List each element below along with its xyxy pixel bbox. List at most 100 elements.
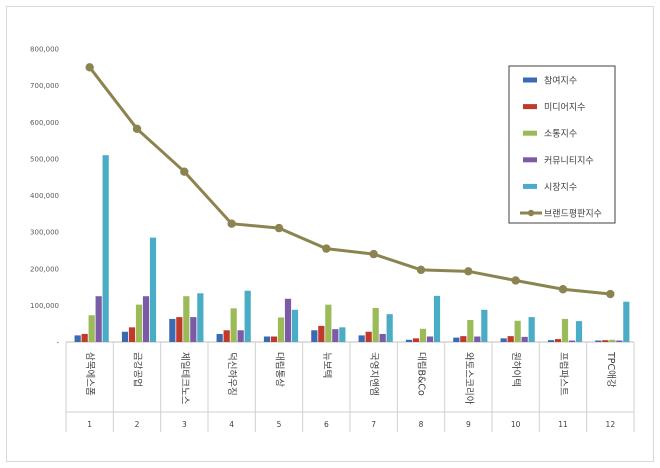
bar-2-7 [365,331,372,342]
bar-2-11 [554,339,562,342]
line-point-8 [416,265,426,275]
rank-label-7: 7 [371,420,376,429]
bar-1-8 [405,339,413,342]
y-tick-label: 700,000 [30,82,59,90]
bar-1-12 [595,340,602,342]
rank-label-12: 12 [606,420,616,429]
bar-2-5 [270,336,278,342]
bar-1-2 [121,331,129,342]
category-label-7: 국영지앤엠 [368,352,380,396]
y-tick-label: 400,000 [30,192,59,200]
line-point-10 [511,276,520,285]
legend-swatch-2 [523,104,537,110]
bar-4-12 [616,340,623,342]
rank-label-11: 11 [558,420,568,429]
bar-4-1 [95,296,102,342]
bar-4-2 [142,296,150,342]
bar-2-3 [176,317,183,342]
line-point-9 [464,267,473,276]
bar-5-11 [575,321,583,342]
bar-3-12 [609,339,616,342]
category-label-12: TPC애강 [605,351,616,388]
category-label-3: 제일테크노스 [179,352,190,405]
legend-swatch-marker [527,209,535,217]
category-label-5: 대림통상 [274,352,286,387]
legend-label-6: 브랜드평판지수 [544,209,602,220]
rank-label-10: 10 [511,420,521,429]
bar-3-3 [183,296,190,342]
bar-1-7 [358,335,365,342]
category-label-8: 대림B&Co [416,352,428,396]
legend-label-3: 소통지수 [544,129,577,140]
y-tick-label: 100,000 [30,302,59,310]
rank-label-2: 2 [135,420,140,429]
legend-swatch-4 [523,157,537,163]
bar-2-4 [223,330,230,342]
bar-3-8 [419,328,427,342]
bar-5-7 [386,314,393,342]
bar-1-6 [311,330,318,342]
bar-5-3 [197,293,204,342]
category-label-1: 삼목에스폼 [84,352,95,396]
bar-4-8 [426,336,434,342]
line-point-1 [85,63,94,72]
bar-3-7 [372,307,379,342]
bar-3-11 [561,318,569,342]
bar-5-6 [339,327,346,342]
legend-label-4: 커뮤니티지수 [544,155,594,166]
line-point-12 [606,289,615,299]
bar-1-4 [216,333,223,342]
bar-3-6 [325,304,332,342]
bar-2-6 [318,325,325,342]
legend-swatch-1 [523,77,537,83]
bar-5-9 [481,309,488,342]
bar-5-5 [291,309,299,342]
y-tick-label: - [56,339,59,347]
bar-1-3 [169,318,176,342]
line-point-11 [558,285,568,294]
legend-label-1: 참여지수 [544,75,577,87]
bar-5-1 [102,155,109,342]
bar-4-10 [521,336,528,342]
y-tick-label: 600,000 [30,119,59,127]
bar-3-10 [514,320,521,342]
line-point-6 [322,244,331,253]
bar-2-12 [602,340,609,342]
y-tick-label: 500,000 [30,155,59,163]
category-label-4: 덕신하우징 [226,352,238,396]
bar-3-5 [277,317,285,342]
rank-label-8: 8 [419,420,424,429]
legend-swatch-3 [523,130,537,136]
bar-2-8 [412,338,420,342]
rank-label-9: 9 [466,420,471,429]
category-label-2: 금강공업 [132,352,144,387]
line-brand-reputation [88,66,611,296]
bar-3-1 [88,315,95,342]
category-label-10: 원하이텍 [510,352,522,387]
y-tick-label: 300,000 [30,229,59,237]
bar-1-9 [453,337,460,342]
bar-5-4 [244,290,251,342]
bar-2-1 [81,333,88,342]
bar-1-1 [74,335,81,342]
bar-1-5 [263,336,271,342]
category-label-9: 와토스코리아 [463,352,475,405]
bar-5-12 [623,301,630,342]
line-point-4 [227,219,236,228]
legend-label-2: 미디어지수 [544,102,585,113]
rank-label-4: 4 [229,420,234,429]
legend-label-5: 시장지수 [544,182,577,193]
bar-5-2 [149,237,157,342]
y-tick-label: 800,000 [30,46,59,54]
bar-2-2 [128,327,136,342]
line-point-2 [132,124,142,134]
bar-3-4 [230,308,237,342]
line-point-7 [369,249,378,259]
bar-2-10 [507,336,514,342]
bar-3-9 [467,320,474,342]
rank-label-3: 3 [182,420,187,429]
legend-swatch-5 [523,183,537,189]
bar-2-9 [460,336,467,342]
bar-5-8 [433,295,441,342]
